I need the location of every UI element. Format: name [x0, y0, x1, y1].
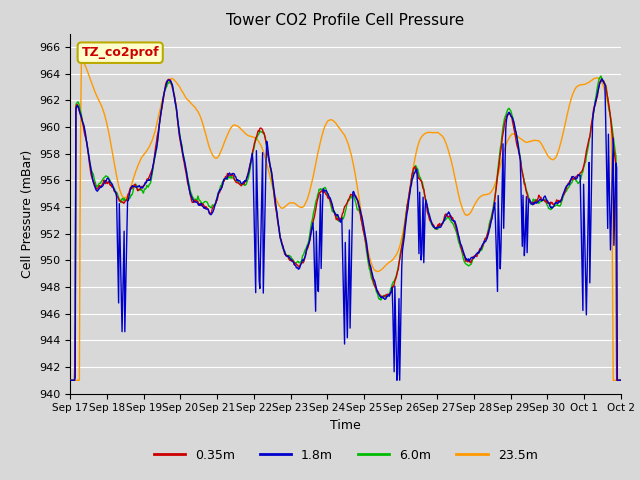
- Title: Tower CO2 Profile Cell Pressure: Tower CO2 Profile Cell Pressure: [227, 13, 465, 28]
- Text: TZ_co2prof: TZ_co2prof: [81, 46, 159, 59]
- Legend: 0.35m, 1.8m, 6.0m, 23.5m: 0.35m, 1.8m, 6.0m, 23.5m: [148, 444, 543, 467]
- X-axis label: Time: Time: [330, 419, 361, 432]
- Y-axis label: Cell Pressure (mBar): Cell Pressure (mBar): [20, 149, 34, 278]
